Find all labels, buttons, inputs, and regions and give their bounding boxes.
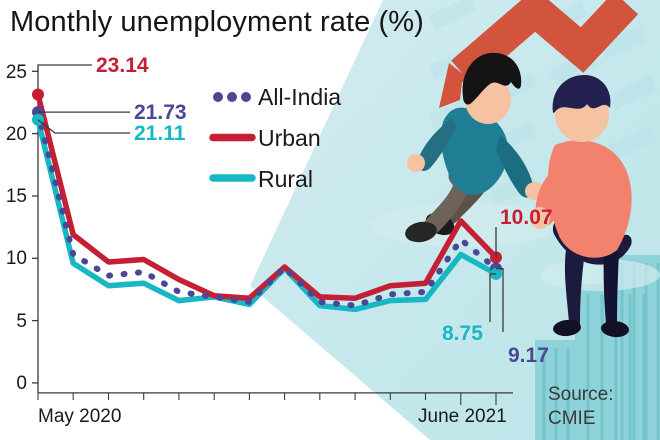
svg-text:10.07: 10.07 [500,206,553,229]
svg-text:23.14: 23.14 [96,54,149,77]
svg-text:10: 10 [6,248,27,269]
svg-text:Urban: Urban [258,125,321,151]
svg-text:25: 25 [6,62,27,83]
svg-text:All-India: All-India [258,84,341,110]
svg-text:21.73: 21.73 [134,101,187,124]
svg-text:21.11: 21.11 [134,122,186,145]
svg-text:June 2021: June 2021 [418,406,507,427]
svg-text:Source:: Source: [548,384,613,405]
svg-text:15: 15 [6,186,27,207]
svg-text:5: 5 [16,311,27,332]
svg-text:0: 0 [16,373,27,394]
svg-text:May 2020: May 2020 [38,406,121,427]
svg-text:20: 20 [6,124,27,145]
svg-text:Rural: Rural [258,166,313,192]
svg-text:9.17: 9.17 [508,344,549,367]
svg-text:CMIE: CMIE [548,408,596,429]
svg-text:8.75: 8.75 [442,322,483,345]
